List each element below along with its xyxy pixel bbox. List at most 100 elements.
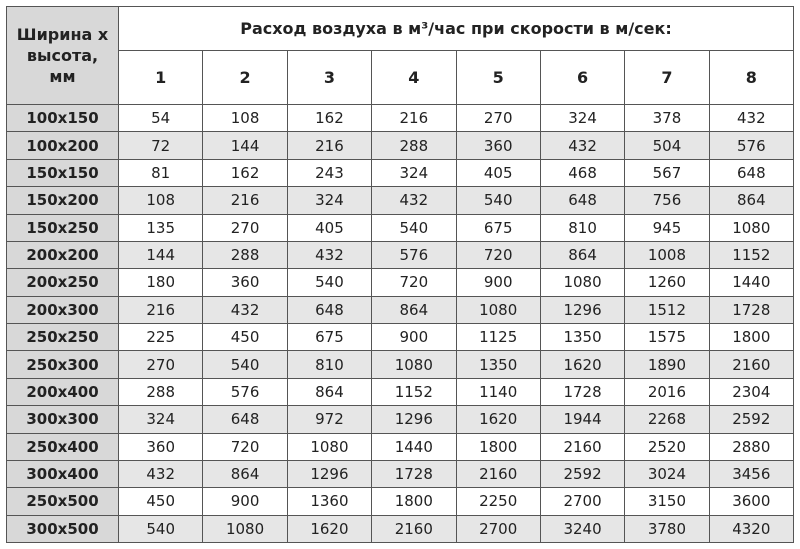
row-size-label: 250x300 [6,350,119,379]
table-cell: 1350 [455,350,541,379]
table-cell: 864 [371,295,457,325]
table-cell: 108 [117,186,204,215]
table-cell: 54 [117,103,204,133]
table-cell: 2160 [455,459,541,489]
table-cell: 900 [455,268,541,297]
table-cell: 1080 [286,432,373,461]
table-cell: 648 [286,295,373,325]
velocity-header: 6 [539,50,626,105]
row-size-label: 100x150 [6,103,119,133]
table-cell: 3024 [624,459,710,489]
table-cell: 1728 [371,459,457,489]
table-cell: 2250 [455,487,541,516]
table-cell: 3240 [539,514,626,544]
table-cell: 288 [117,377,204,407]
table-cell: 360 [202,268,288,297]
table-cell: 540 [202,350,288,379]
table-cell: 405 [286,213,373,242]
table-cell: 1440 [371,432,457,461]
table-cell: 2592 [539,459,626,489]
table-cell: 162 [202,158,288,188]
table-cell: 432 [539,131,626,160]
row-size-label: 300x300 [6,405,119,434]
table-cell: 405 [455,158,541,188]
row-size-label: 300x400 [6,459,119,489]
table-cell: 1152 [708,240,795,270]
table-cell: 576 [708,131,795,160]
table-cell: 2700 [455,514,541,544]
row-size-label: 150x200 [6,186,119,215]
table-cell: 378 [624,103,710,133]
table-cell: 2880 [708,432,795,461]
table-cell: 216 [286,131,373,160]
table-row: 100x150 54 108 162 216 270 324 378 432 [6,103,795,133]
table-cell: 144 [117,240,204,270]
table-row: 200x300 216 432 648 864 1080 1296 1512 1728 [6,295,795,325]
table-row: 250x500 450 900 1360 1800 2250 2700 3150 3600 [6,487,795,516]
velocity-header: 4 [371,50,457,105]
table-cell: 1125 [455,322,541,352]
table-cell: 135 [117,213,204,242]
table-cell: 360 [455,131,541,160]
table-cell: 324 [117,405,204,434]
table-cell: 576 [371,240,457,270]
table-cell: 2304 [708,377,795,407]
table-cell: 288 [202,240,288,270]
table-cell: 1296 [539,295,626,325]
table-cell: 945 [624,213,710,242]
row-size-label: 200x300 [6,295,119,325]
table-cell: 270 [117,350,204,379]
table-cell: 216 [117,295,204,325]
table-cell: 432 [117,459,204,489]
table-cell: 2160 [708,350,795,379]
table-cell: 1360 [286,487,373,516]
table-cell: 720 [202,432,288,461]
table-row: 300x400 432 864 1296 1728 2160 2592 3024 3456 [6,459,795,489]
table-cell: 1296 [286,459,373,489]
table-cell: 1944 [539,405,626,434]
table-cell: 3150 [624,487,710,516]
size-column-header: Ширина х высота, мм [6,6,119,105]
table-cell: 504 [624,131,710,160]
table-cell: 81 [117,158,204,188]
table-cell: 900 [202,487,288,516]
table-cell: 864 [539,240,626,270]
table-cell: 576 [202,377,288,407]
table-cell: 225 [117,322,204,352]
header-row-title: Ширина х высота, мм Расход воздуха в м³/… [6,6,794,105]
table-cell: 864 [708,186,795,215]
table-cell: 270 [455,103,541,133]
table-cell: 360 [117,432,204,461]
table-cell: 1140 [455,377,541,407]
table-cell: 108 [202,103,288,133]
table-cell: 2520 [624,432,710,461]
table-row: 150x150 81 162 243 324 405 468 567 648 [6,158,795,188]
velocity-header: 8 [708,50,795,105]
velocity-header: 1 [117,50,204,105]
table-cell: 3600 [708,487,795,516]
row-size-label: 200x200 [6,240,119,270]
table-cell: 540 [371,213,457,242]
velocity-header: 2 [202,50,288,105]
table-cell: 1728 [708,295,795,325]
table-cell: 1260 [624,268,710,297]
table-row: 150x250 135 270 405 540 675 810 945 1080 [6,213,795,242]
airflow-table: Ширина х высота, мм Расход воздуха в м³/… [6,6,795,544]
table-cell: 2160 [371,514,457,544]
table-cell: 1890 [624,350,710,379]
table-row: 200x200 144 288 432 576 720 864 1008 1152 [6,240,795,270]
table-cell: 162 [286,103,373,133]
table-cell: 1575 [624,322,710,352]
row-size-label: 200x250 [6,268,119,297]
table-cell: 2160 [539,432,626,461]
table-cell: 270 [202,213,288,242]
table-cell: 675 [286,322,373,352]
row-size-label: 150x150 [6,158,119,188]
table-cell: 648 [202,405,288,434]
table-cell: 540 [286,268,373,297]
table-cell: 432 [286,240,373,270]
table-cell: 2016 [624,377,710,407]
row-size-label: 250x400 [6,432,119,461]
table-cell: 864 [286,377,373,407]
table-cell: 1728 [539,377,626,407]
